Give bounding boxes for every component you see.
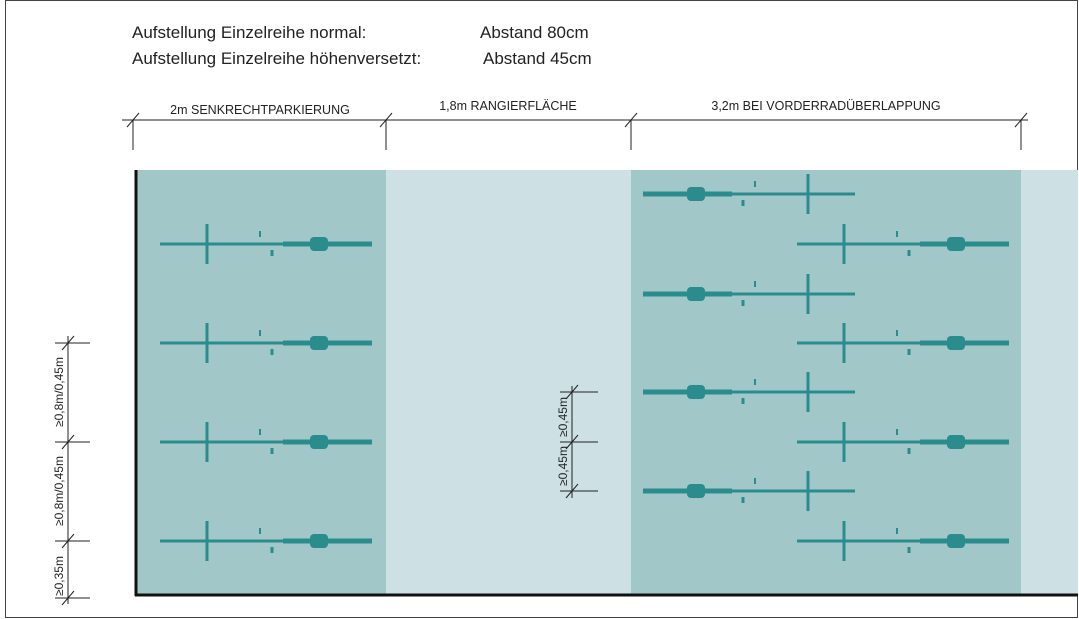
zone-overlap [631, 170, 1021, 595]
zone-label: 3,2m BEI VORDERRADÜBERLAPPUNG [711, 99, 940, 113]
zone-label: 2m SENKRECHTPARKIERUNG [170, 103, 350, 117]
dimension-label: ≥0,8m/0,45m [52, 357, 66, 427]
left-dimension [55, 335, 90, 606]
middle-dimension [560, 384, 598, 499]
zone-maneuver [386, 170, 631, 595]
dimension-label: ≥0,45m [556, 397, 570, 437]
dimension-label: ≥0,8m/0,45m [52, 456, 66, 526]
dimension-label: ≥0,35m [52, 556, 66, 596]
header-value: Abstand 80cm [480, 23, 589, 42]
zone-maneuver [1021, 170, 1078, 595]
top-dimension [122, 112, 1028, 150]
zone-label: 1,8m RANGIERFLÄCHE [439, 99, 577, 113]
header-label: Aufstellung Einzelreihe normal: [132, 23, 366, 42]
dimension-label: ≥0,45m [556, 446, 570, 486]
header-label: Aufstellung Einzelreihe höhenversetzt: [132, 49, 421, 68]
zone-parking [135, 170, 386, 595]
header-value: Abstand 45cm [483, 49, 592, 68]
